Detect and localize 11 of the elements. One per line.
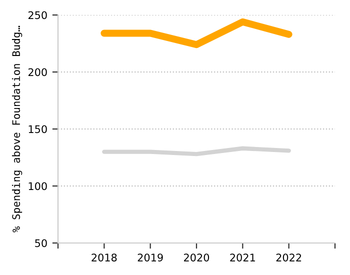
y-tick-label: 250 <box>28 11 47 20</box>
y-tick-label: 100 <box>28 182 47 190</box>
y-axis-title: % Spending above Foundation Budg… <box>12 26 22 232</box>
x-tick-label: 2018 <box>92 254 117 262</box>
x-tick-label: 2019 <box>138 254 163 262</box>
y-tick-label: 150 <box>28 125 47 134</box>
x-tick-label: 2020 <box>184 254 210 262</box>
x-tick-label: 2021 <box>230 254 255 262</box>
x-tick-label: 2022 <box>276 254 302 262</box>
y-tick-label: 200 <box>28 68 47 76</box>
y-tick-label: 50 <box>35 239 47 248</box>
